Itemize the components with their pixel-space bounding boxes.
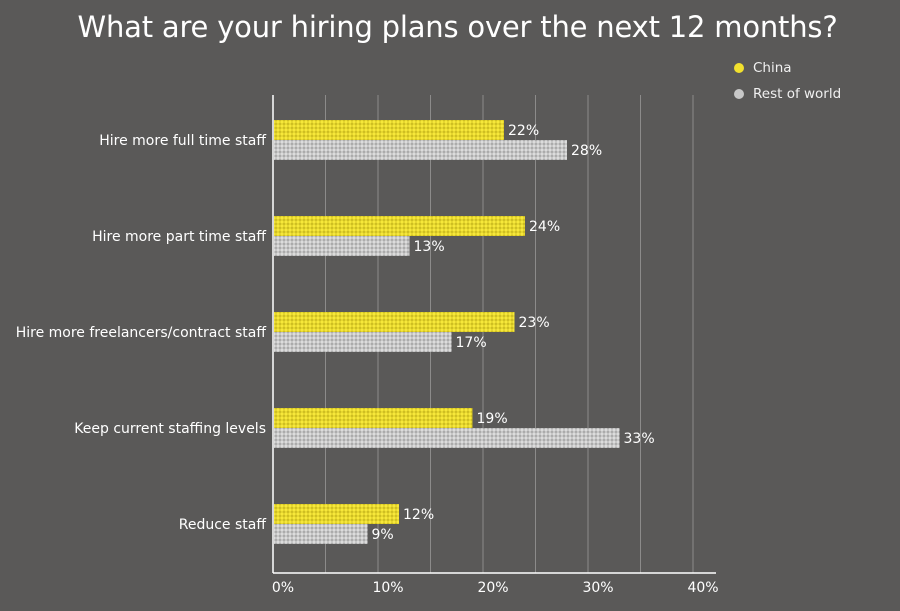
category-label: Keep current staffing levels xyxy=(74,421,266,437)
x-tick-label: 20% xyxy=(477,580,508,596)
data-label-rest-of-world: 33% xyxy=(624,431,655,447)
data-label-rest-of-world: 28% xyxy=(571,143,602,159)
x-tick-label: 0% xyxy=(272,580,294,596)
chart-title: What are your hiring plans over the next… xyxy=(77,10,838,44)
category-label: Hire more part time staff xyxy=(92,229,266,245)
data-label-rest-of-world: 9% xyxy=(372,527,394,543)
axes xyxy=(272,95,716,574)
category-label: Hire more full time staff xyxy=(99,133,266,149)
legend: China Rest of world xyxy=(734,55,841,107)
category-label: Reduce staff xyxy=(179,517,267,533)
bar-rest-of-world xyxy=(274,332,452,352)
bars xyxy=(274,120,620,544)
bar-rest-of-world xyxy=(274,524,368,544)
data-label-china: 23% xyxy=(519,315,550,331)
data-label-china: 24% xyxy=(529,219,560,235)
category-label: Hire more freelancers/contract staff xyxy=(16,325,267,341)
bar-china xyxy=(274,504,399,524)
bar-rest-of-world xyxy=(274,236,410,256)
legend-swatch-china xyxy=(734,63,744,73)
bar-rest-of-world xyxy=(274,140,567,160)
labels: 0% 10% 20% 30% 40% Hire more full time staff 2… xyxy=(16,123,719,596)
bar-china xyxy=(274,312,515,332)
legend-label-rest-of-world: Rest of world xyxy=(753,86,842,102)
data-label-china: 19% xyxy=(477,411,508,427)
bar-rest-of-world xyxy=(274,428,620,448)
data-label-china: 22% xyxy=(508,123,539,139)
legend-item-rest-of-world: Rest of world xyxy=(734,81,841,107)
legend-item-china: China xyxy=(734,55,841,81)
x-tick-label: 30% xyxy=(582,580,613,596)
data-label-china: 12% xyxy=(403,507,434,523)
bar-china xyxy=(274,408,473,428)
x-tick-label: 40% xyxy=(687,580,718,596)
data-label-rest-of-world: 17% xyxy=(456,335,487,351)
legend-label-china: China xyxy=(753,60,792,76)
bar-china xyxy=(274,216,525,236)
data-label-rest-of-world: 13% xyxy=(414,239,445,255)
bar-china xyxy=(274,120,504,140)
x-tick-label: 10% xyxy=(372,580,403,596)
legend-swatch-rest-of-world xyxy=(734,89,744,99)
